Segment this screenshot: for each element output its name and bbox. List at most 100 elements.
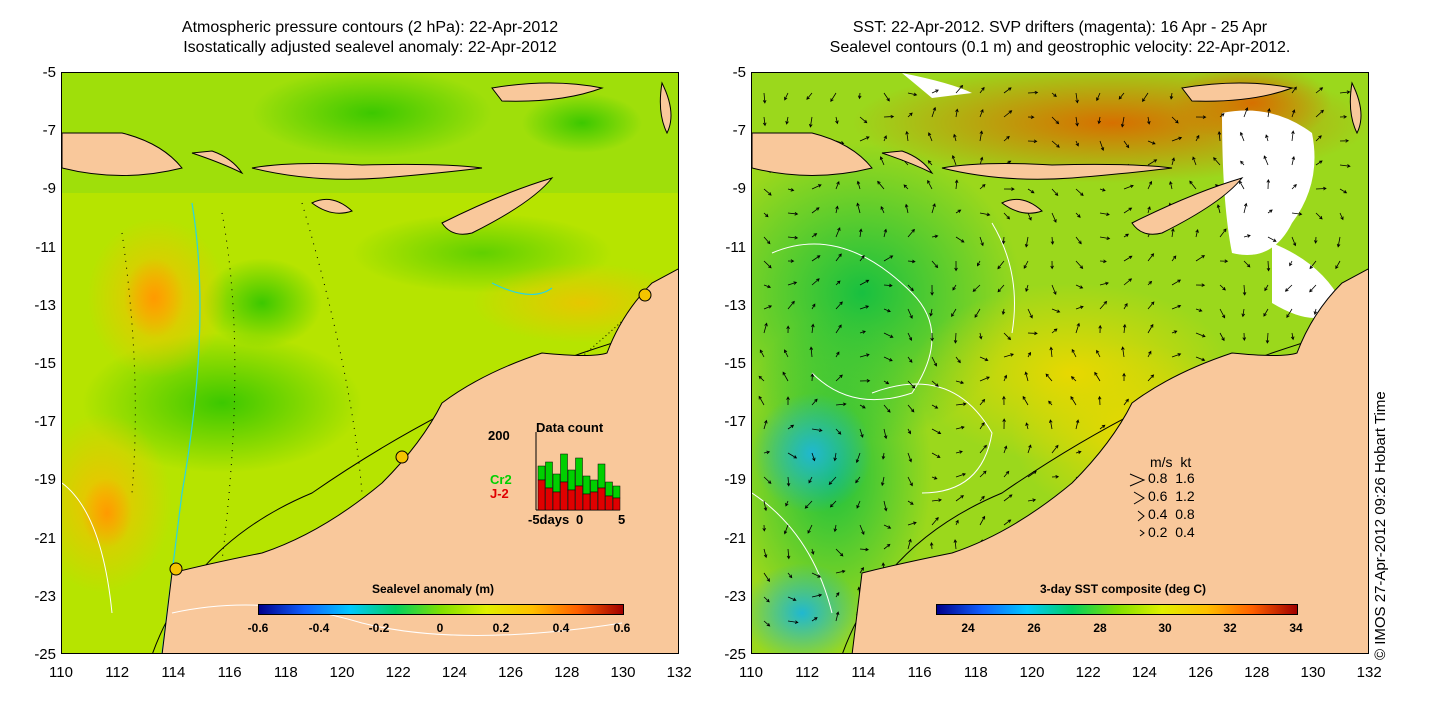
velocity-arrow [858, 228, 863, 238]
histogram-bar-j2 [590, 491, 598, 511]
velocity-arrow [1123, 207, 1133, 214]
velocity-arrow [883, 404, 891, 413]
sla-tick: 0.2 [492, 621, 510, 635]
velocity-arrow [811, 617, 818, 622]
velocity-arrow [1075, 305, 1084, 310]
velocity-arrow [1242, 284, 1247, 296]
velocity-arrow [859, 428, 864, 438]
velocity-arrow [927, 179, 933, 190]
velocity-arrow [883, 428, 888, 440]
velocity-arrow [1291, 86, 1297, 94]
histogram-bar-j2 [545, 487, 553, 511]
velocity-arrow [1192, 156, 1197, 166]
velocity-arrow [907, 308, 913, 319]
velocity-arrow [1217, 131, 1222, 142]
velocity-arrow [1169, 92, 1174, 100]
timor-island [1131, 177, 1244, 235]
velocity-arrow [1291, 184, 1297, 190]
velocity-arrow [807, 524, 813, 534]
velocity-arrow [907, 259, 916, 264]
velocity-legend-row: 0.2 0.4 [1148, 524, 1195, 540]
velocity-arrow [907, 228, 915, 238]
sla-tick: 0.4 [552, 621, 570, 635]
velocity-arrow [811, 398, 818, 406]
velocity-arrow [1123, 398, 1129, 406]
velocity-arrow [1195, 255, 1206, 262]
sla-colorbar [258, 604, 624, 615]
velocity-arrow [835, 374, 843, 382]
velocity-arrow [1123, 140, 1130, 149]
velocity-arrow [1213, 157, 1221, 166]
histogram-bar-j2 [597, 487, 606, 511]
velocity-arrow [1051, 212, 1057, 223]
velocity-arrow [907, 538, 912, 550]
velocity-arrow [907, 404, 915, 413]
sst-tick: 26 [1027, 621, 1041, 635]
right-title-line2: Sealevel contours (0.1 m) and geostrophi… [829, 39, 1291, 56]
velocity-arrow [1291, 109, 1296, 118]
velocity-arrow [1027, 351, 1031, 358]
velocity-arrow [1027, 212, 1032, 221]
velocity-arrow [1313, 308, 1318, 315]
velocity-arrow [1219, 113, 1225, 118]
velocity-arrow [1075, 419, 1080, 430]
tide-gauge-marker [169, 562, 183, 576]
latitude-tick: -21 [34, 529, 56, 547]
velocity-arrow [1265, 332, 1270, 344]
velocity-arrow [1023, 260, 1029, 269]
velocity-arrow [1147, 350, 1152, 358]
velocity-arrow [907, 92, 918, 97]
velocity-arrow [1027, 444, 1032, 454]
velocity-arrow [907, 476, 913, 487]
velocity-arrow [1123, 233, 1130, 238]
histogram-bar-j2 [605, 495, 613, 511]
velocity-arrow [1003, 353, 1014, 358]
velocity-arrow [787, 300, 795, 310]
velocity-arrow [1267, 209, 1273, 214]
tide-gauge-marker [395, 450, 409, 464]
velocity-arrow [1169, 180, 1173, 190]
velocity-arrow [758, 395, 765, 406]
velocity-arrow [785, 500, 789, 507]
velocity-arrow [1098, 324, 1102, 334]
velocity-arrow [1051, 444, 1059, 454]
velocity-arrow [1123, 184, 1134, 190]
velocity-arrow [931, 476, 938, 480]
histogram-bar-j2 [560, 481, 568, 511]
velocity-arrow [763, 260, 772, 269]
histogram-bar-j2 [552, 491, 561, 511]
velocity-arrow [1027, 188, 1035, 194]
longitude-tick: 112 [105, 664, 130, 681]
sla-colorbar-label: Sealevel anomaly (m) [372, 582, 495, 596]
velocity-legend-header: m/s kt [1150, 454, 1192, 470]
velocity-arrow [1243, 202, 1248, 214]
island [1349, 81, 1362, 135]
velocity-arrow [835, 548, 844, 557]
velocity-arrow [1339, 115, 1348, 119]
velocity-arrow [883, 92, 890, 102]
velocity-arrow [1195, 115, 1207, 119]
latitude-tick: -25 [34, 646, 56, 663]
velocity-arrow [763, 476, 772, 484]
velocity-arrow [1122, 372, 1126, 382]
velocity-arrow [1309, 260, 1317, 270]
velocity-arrow [857, 92, 862, 100]
velocity-arrow [859, 379, 871, 383]
velocity-arrow [1003, 110, 1013, 118]
velocity-arrow [1309, 284, 1317, 293]
velocity-arrow [979, 108, 984, 118]
longitude-tick: 116 [907, 664, 932, 681]
velocity-arrow [1051, 308, 1061, 313]
velocity-arrow [1050, 260, 1054, 270]
velocity-arrow [907, 356, 913, 363]
longitude-tick: 122 [385, 664, 411, 681]
velocity-arrow [1147, 140, 1156, 145]
velocity-arrow [811, 207, 820, 214]
velocity-arrow [1002, 418, 1006, 430]
velocity-arrow [1243, 260, 1251, 268]
velocity-arrow [1003, 87, 1012, 94]
velocity-arrow [1284, 284, 1293, 292]
velocity-arrow [859, 567, 864, 574]
velocity-arrow [1118, 92, 1125, 100]
velocity-arrow [1291, 212, 1303, 216]
